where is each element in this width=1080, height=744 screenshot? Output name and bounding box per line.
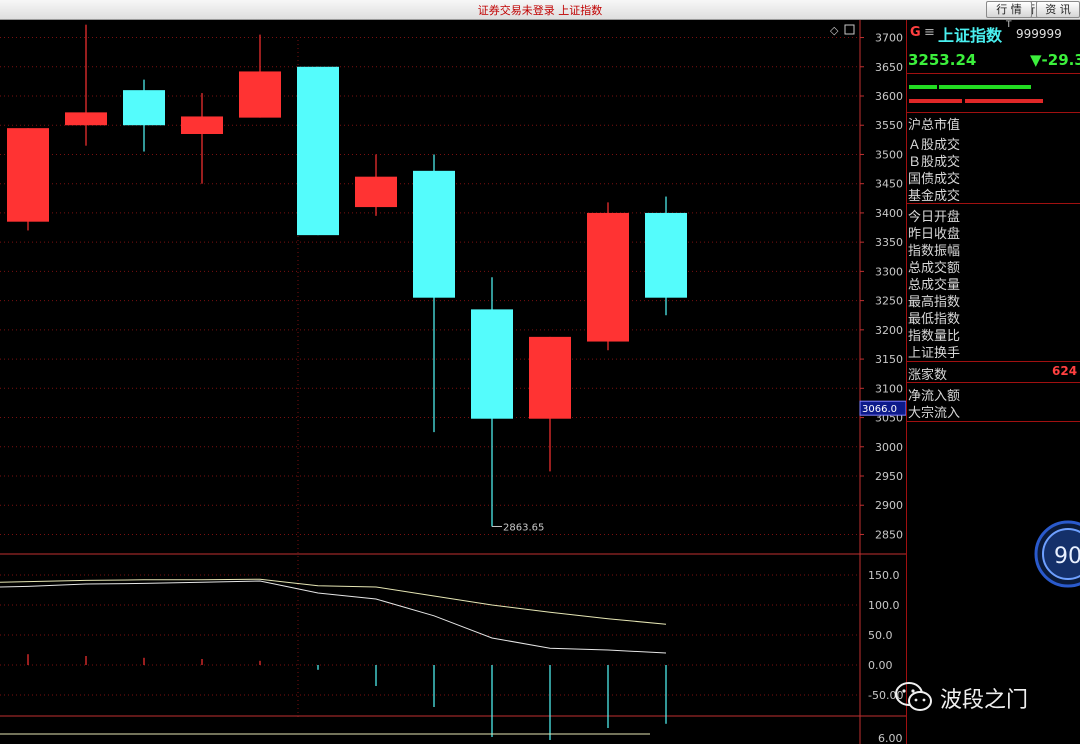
quote-row-label: 大宗流入 bbox=[908, 406, 961, 421]
quote-row-label: 今日开盘 bbox=[908, 210, 961, 225]
price-tick-label: 3700 bbox=[875, 32, 903, 45]
quote-row-label: 沪总市值 bbox=[908, 118, 961, 133]
candle-down bbox=[471, 309, 513, 419]
indicator-tick-label: 100.0 bbox=[868, 599, 900, 612]
candle-up bbox=[239, 71, 281, 118]
price-tick-label: 3650 bbox=[875, 61, 903, 74]
title-bar: 证券交易未登录 上证指数 行 情 bbox=[0, 0, 1080, 20]
price-tick-label: 3200 bbox=[875, 324, 903, 337]
market-tag: G bbox=[910, 25, 921, 40]
superscript-mark: T bbox=[1006, 20, 1012, 30]
price-tick-label: 2950 bbox=[875, 470, 903, 483]
speed-badge-value: 90 bbox=[1054, 544, 1080, 569]
quote-row-label: 指数振幅 bbox=[908, 244, 961, 259]
cursor-price-label: 3066.0 bbox=[862, 404, 897, 415]
indicator-tick-label: -50.00 bbox=[868, 689, 903, 702]
separator bbox=[906, 203, 1080, 204]
candlesticks: 2863.65 bbox=[7, 24, 687, 533]
candle-up bbox=[65, 112, 107, 126]
window-title: 证券交易未登录 上证指数 bbox=[477, 4, 603, 17]
candle-down bbox=[645, 212, 687, 298]
quote-row-label: 总成交额 bbox=[908, 261, 961, 276]
price-tick-label: 3500 bbox=[875, 148, 903, 161]
candle-up bbox=[7, 128, 49, 222]
indicator-tick-label: 50.0 bbox=[868, 629, 893, 642]
green-bar-1 bbox=[909, 85, 937, 89]
quote-row-label: 昨日收盘 bbox=[908, 227, 961, 242]
price-tick-label: 3100 bbox=[875, 382, 903, 395]
price-tick-label: 3000 bbox=[875, 441, 903, 454]
separator bbox=[906, 73, 1080, 74]
price-tick-label: 3600 bbox=[875, 90, 903, 103]
market-tab-button[interactable]: 行 情 bbox=[986, 1, 1032, 18]
quote-row-label: 指数量比 bbox=[908, 329, 961, 344]
candle-up bbox=[181, 116, 223, 134]
price-tick-label: 3150 bbox=[875, 353, 903, 366]
price-tick-label: 2850 bbox=[875, 528, 903, 541]
speed-badge[interactable]: 90 bbox=[1034, 518, 1080, 590]
quote-row-label: 国债成交 bbox=[908, 172, 961, 187]
separator bbox=[906, 361, 1080, 362]
quote-row-label: Ａ股成交 bbox=[908, 138, 961, 153]
chart-corner-controls: ◇ bbox=[830, 24, 855, 37]
green-bar-2 bbox=[939, 85, 1031, 89]
price-tick-label: 3400 bbox=[875, 207, 903, 220]
quote-row-label: 最高指数 bbox=[908, 295, 961, 310]
lower-tick-label: 6.00 bbox=[878, 732, 903, 744]
index-price: 3253.24 bbox=[908, 51, 977, 69]
separator bbox=[906, 112, 1080, 113]
candle-down bbox=[413, 170, 455, 298]
quote-row-label: 涨家数 bbox=[908, 368, 948, 383]
index-name: 上证指数 bbox=[938, 26, 1003, 45]
news-tab-button[interactable]: 资 讯 bbox=[1036, 1, 1080, 18]
quote-row-label: 基金成交 bbox=[908, 189, 961, 204]
diamond-icon: ◇ bbox=[830, 24, 839, 37]
price-tick-label: 3550 bbox=[875, 119, 903, 132]
separator bbox=[906, 421, 1080, 422]
menu-icon[interactable]: ≡ bbox=[924, 25, 935, 40]
candle-down bbox=[123, 90, 165, 126]
separator bbox=[906, 382, 1080, 383]
low-annotation-label: 2863.65 bbox=[503, 522, 544, 533]
price-tick-label: 3350 bbox=[875, 236, 903, 249]
watermark-text: 波段之门 bbox=[940, 688, 1029, 713]
indicator-slow-line bbox=[0, 578, 667, 625]
price-axis: 3700 3650 3600 3550 3500 3450 3400 3350 3300 3250… bbox=[859, 20, 906, 744]
price-tick-label: 3300 bbox=[875, 265, 903, 278]
restore-icon bbox=[844, 24, 855, 35]
red-bar-1 bbox=[909, 99, 962, 103]
index-change: ▼-29.3 bbox=[1030, 51, 1080, 69]
candle-up bbox=[355, 176, 397, 208]
quote-panel: G ≡ 上证指数 T 999999 3253.24 ▼-29.3 沪总市值 Ａ股成… bbox=[906, 20, 1080, 744]
price-tick-label: 2900 bbox=[875, 499, 903, 512]
index-code: 999999 bbox=[1016, 27, 1062, 41]
quote-row-label: Ｂ股成交 bbox=[908, 155, 961, 170]
red-bar-2 bbox=[965, 99, 1043, 103]
quote-row-label: 上证换手 bbox=[908, 346, 961, 361]
quote-row-value: 624 bbox=[1052, 364, 1078, 378]
price-tick-label: 3450 bbox=[875, 178, 903, 191]
price-tick-label: 3250 bbox=[875, 295, 903, 308]
wechat-icon bbox=[895, 682, 932, 711]
indicator-tick-label: 150.0 bbox=[868, 569, 900, 582]
candle-down bbox=[297, 66, 339, 236]
indicator-tick-label: 0.00 bbox=[868, 659, 893, 672]
quote-row-label: 最低指数 bbox=[908, 312, 961, 327]
quote-row-label: 总成交量 bbox=[908, 278, 961, 293]
cursor-price-box bbox=[859, 400, 906, 416]
candle-up bbox=[587, 212, 629, 342]
indicator-panel bbox=[0, 578, 667, 740]
wechat-watermark: 波段之门 bbox=[880, 676, 1080, 716]
indicator-fast-line bbox=[0, 580, 667, 654]
kline-chart[interactable]: 2863.65 3700 3650 3600 3550 3500 3450 3400 3350… bbox=[0, 20, 906, 744]
quote-row-label: 净流入额 bbox=[908, 389, 961, 404]
candle-up bbox=[529, 336, 571, 419]
chart-grid bbox=[0, 37, 906, 720]
